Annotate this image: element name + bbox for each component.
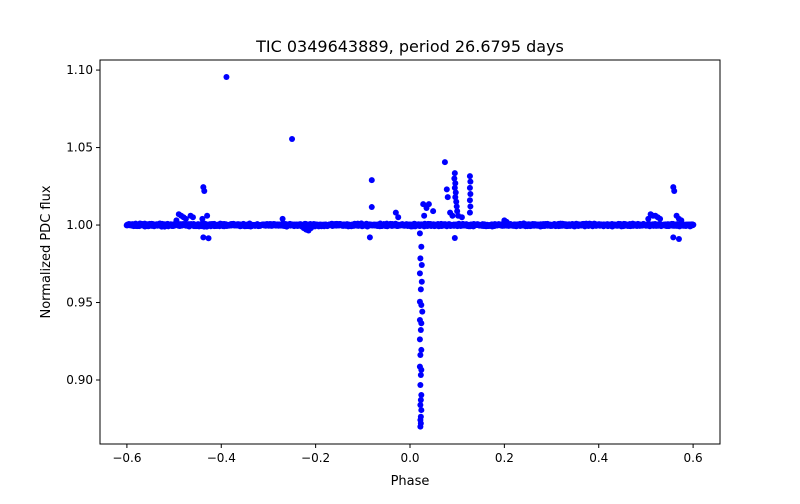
data-point [200, 234, 207, 241]
data-point [657, 215, 664, 222]
data-point [223, 74, 230, 81]
data-point [395, 214, 402, 221]
y-axis-label: Normalized PDC flux [39, 185, 54, 318]
data-point [670, 234, 677, 241]
data-point [419, 308, 426, 315]
data-point [417, 381, 424, 388]
x-tick-label: 0.0 [400, 451, 419, 465]
baseline-point [690, 221, 697, 228]
data-point [418, 346, 425, 353]
x-tick-label: 0.2 [495, 451, 514, 465]
data-point [503, 218, 510, 225]
data-point [421, 212, 428, 219]
data-point [366, 234, 373, 241]
data-points [123, 74, 697, 430]
chart-title: TIC 0349643889, period 26.6795 days [255, 37, 564, 56]
x-tick-label: −0.4 [207, 451, 236, 465]
data-point [418, 366, 425, 373]
x-axis: −0.6 −0.4 −0.2 0.0 0.2 0.4 0.6 [112, 444, 703, 465]
data-point [289, 136, 296, 143]
y-axis: 0.90 0.95 1.00 1.05 1.10 [66, 63, 100, 387]
data-point [467, 203, 474, 210]
data-point [467, 191, 474, 198]
data-point [418, 301, 425, 308]
data-point [368, 204, 375, 211]
x-tick-label: −0.2 [301, 451, 330, 465]
data-point [201, 187, 208, 194]
data-point [458, 214, 465, 221]
data-point [416, 336, 423, 343]
data-point [417, 372, 424, 379]
data-point [416, 230, 423, 237]
data-point [449, 212, 456, 219]
data-point [173, 217, 180, 224]
data-point [182, 215, 189, 222]
data-point [417, 396, 424, 403]
data-point [466, 209, 473, 216]
data-point [417, 352, 424, 359]
data-point [466, 173, 473, 180]
data-point [417, 255, 424, 262]
data-point [307, 225, 314, 232]
data-point [451, 170, 458, 177]
plot-frame [99, 59, 721, 445]
data-point [466, 184, 473, 191]
data-point [451, 235, 458, 242]
data-point [418, 278, 425, 285]
data-point [189, 214, 196, 221]
data-point [417, 286, 424, 293]
data-point [645, 215, 652, 222]
data-point [430, 208, 437, 215]
y-tick-label: 1.10 [66, 63, 93, 77]
data-point [416, 270, 423, 277]
data-point [417, 423, 424, 430]
data-point [467, 178, 474, 185]
y-tick-label: 1.00 [66, 218, 93, 232]
data-point [199, 215, 206, 222]
data-point [671, 187, 678, 194]
data-point [451, 184, 458, 191]
data-point [300, 225, 307, 232]
data-point [453, 198, 460, 205]
data-point [368, 177, 375, 184]
data-point [678, 217, 685, 224]
x-axis-label: Phase [391, 474, 430, 489]
data-point [392, 209, 399, 216]
data-point [452, 189, 459, 196]
x-tick-label: 0.4 [589, 451, 608, 465]
x-tick-label: −0.6 [112, 451, 141, 465]
y-tick-label: 0.95 [66, 296, 93, 310]
data-point [418, 407, 425, 414]
data-point [454, 208, 461, 215]
data-point [451, 175, 458, 182]
data-point [205, 235, 212, 242]
data-point [444, 194, 451, 201]
data-point [417, 326, 424, 333]
data-point [675, 235, 682, 242]
data-point [418, 320, 425, 327]
x-tick-label: 0.6 [684, 451, 703, 465]
data-point [418, 392, 425, 399]
data-point [441, 159, 448, 166]
data-point [418, 243, 425, 250]
y-tick-label: 1.05 [66, 141, 93, 155]
data-point [452, 180, 459, 187]
y-tick-label: 0.90 [66, 373, 93, 387]
data-point [466, 197, 473, 204]
data-point [443, 186, 450, 193]
data-point [204, 212, 211, 219]
data-point [423, 204, 430, 211]
data-point [452, 194, 459, 201]
data-point [279, 215, 286, 222]
data-point [417, 401, 424, 408]
data-point [453, 203, 460, 210]
data-point [418, 262, 425, 269]
